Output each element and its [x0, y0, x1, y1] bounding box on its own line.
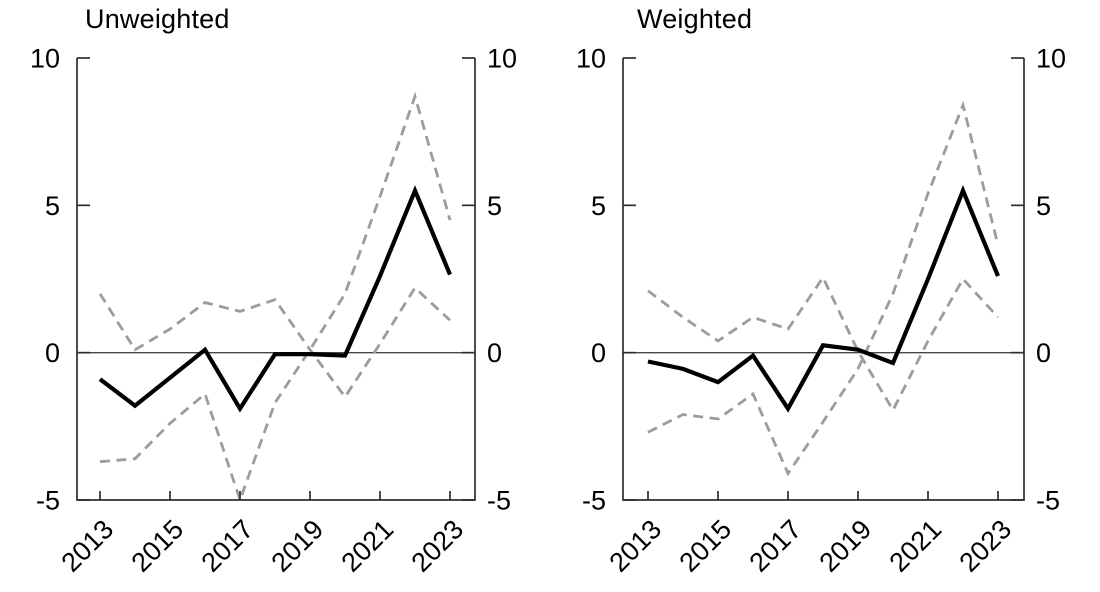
series-dashed-line-upper-start [647, 274, 1000, 414]
x-tick-label-2015: 2015 [674, 514, 738, 578]
y-tick-label-left--5: -5 [582, 486, 606, 516]
y-tick-label-right-0: 0 [487, 338, 502, 368]
chart-title-weighted: Weighted [637, 4, 753, 34]
y-tick-label-right-10: 10 [487, 44, 517, 74]
chart-weighted: Weighted 10 10 5 5 0 0 -5 -5 2013 2015 2017 2019 202… [550, 0, 1100, 592]
x-tick-label-2013: 2013 [56, 514, 120, 578]
x-tick-label-2015: 2015 [126, 514, 190, 578]
x-tick-label-2017: 2017 [744, 514, 808, 578]
x-tick-label-2021: 2021 [336, 514, 400, 578]
x-tick-label-2023: 2023 [406, 514, 470, 578]
x-tick-label-2013: 2013 [604, 514, 668, 578]
axis-frame [622, 58, 1025, 501]
series-dashed-line-lower-start [99, 91, 452, 505]
y-tick-label-left-10: 10 [30, 44, 60, 74]
x-tick-label-2019: 2019 [814, 514, 878, 578]
y-tick-label-right-10: 10 [1036, 44, 1066, 74]
y-tick-label-right-0: 0 [1036, 338, 1051, 368]
y-tick-label-left-0: 0 [45, 338, 60, 368]
x-tick-label-2021: 2021 [884, 514, 948, 578]
series-solid-line [98, 185, 452, 413]
y-tick-label-left-5: 5 [45, 191, 60, 221]
y-tick-label-left--5: -5 [36, 486, 60, 516]
x-tick-label-2019: 2019 [266, 514, 330, 578]
y-tick-label-right--5: -5 [487, 486, 511, 516]
y-tick-label-right-5: 5 [487, 191, 502, 221]
y-tick-label-right--5: -5 [1036, 486, 1060, 516]
series-solid-line [647, 184, 1000, 413]
series-dashed-line-upper-start [98, 285, 451, 400]
y-tick-label-left-10: 10 [576, 44, 606, 74]
x-tick-label-2017: 2017 [196, 514, 260, 578]
axis-frame [76, 58, 476, 501]
chart-title-unweighted: Unweighted [85, 4, 230, 34]
chart-unweighted: Unweighted 10 10 5 5 0 0 -5 -5 2013 2015 2017 2019 2… [30, 4, 517, 578]
series-dashed-line-lower-start [647, 100, 1000, 477]
x-tick-label-2023: 2023 [954, 514, 1018, 578]
y-tick-label-left-0: 0 [591, 338, 606, 368]
y-tick-label-right-5: 5 [1036, 191, 1051, 221]
y-tick-label-left-5: 5 [591, 191, 606, 221]
